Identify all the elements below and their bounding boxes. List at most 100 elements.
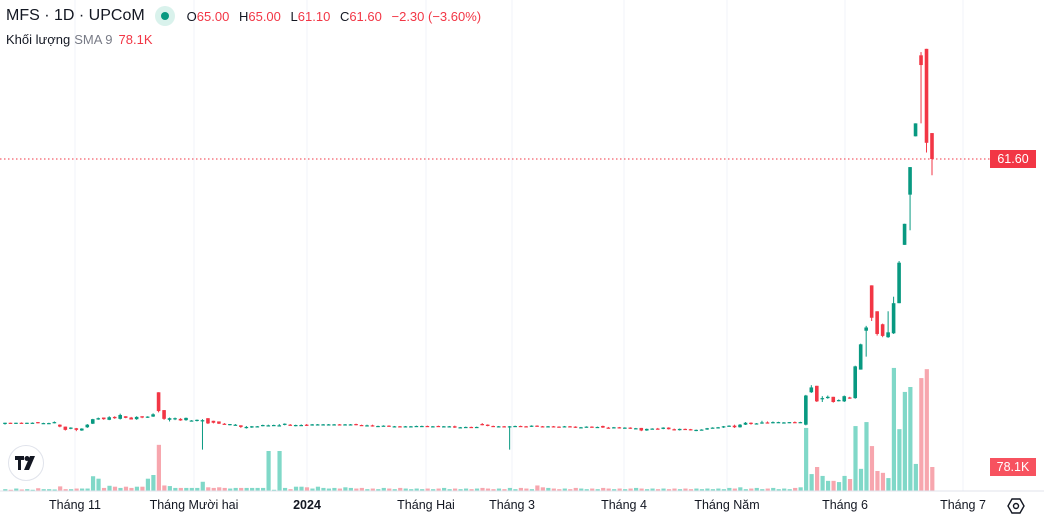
volume-bar xyxy=(200,481,205,491)
candle-body xyxy=(710,427,715,429)
candle-down xyxy=(217,421,221,425)
candle-up xyxy=(699,429,704,431)
candle-up xyxy=(705,427,709,430)
volume-bar xyxy=(195,487,200,491)
candle-up xyxy=(782,422,786,424)
candle-up xyxy=(343,424,347,426)
volume-bar xyxy=(518,487,524,491)
candle-up xyxy=(727,425,731,427)
volume-bar xyxy=(30,489,35,491)
candle-body xyxy=(52,422,57,424)
candle-body xyxy=(836,400,841,402)
tradingview-logo-icon[interactable] xyxy=(8,445,44,481)
gear-icon[interactable] xyxy=(1006,496,1026,516)
candle-down xyxy=(540,425,545,428)
volume-bar xyxy=(359,487,364,491)
volume-bar xyxy=(162,485,167,491)
volume-bar xyxy=(815,467,820,491)
candle-body xyxy=(381,425,386,427)
volume-bar xyxy=(869,446,875,491)
candle-up xyxy=(529,425,534,427)
volume-bar xyxy=(524,488,529,491)
candle-up xyxy=(442,425,446,428)
candle-up xyxy=(546,425,550,428)
candle-body xyxy=(420,425,424,428)
candle-up xyxy=(266,424,271,427)
volume-bar xyxy=(85,488,90,491)
candle-down xyxy=(628,427,633,429)
candle-body xyxy=(195,419,199,422)
candle-body xyxy=(650,428,655,430)
volume-bar xyxy=(902,391,907,491)
candle-up xyxy=(30,422,35,424)
candle-body xyxy=(217,421,221,424)
candle-body xyxy=(869,285,874,318)
volume-bar xyxy=(809,474,814,491)
volume-title[interactable]: Khối lượng xyxy=(6,32,71,47)
volume-bar xyxy=(606,488,611,491)
volume-bar xyxy=(156,444,161,491)
volume-bar xyxy=(858,468,864,491)
candle-body xyxy=(617,427,622,429)
grid-lines xyxy=(74,0,964,491)
candle-up xyxy=(409,425,413,428)
candle-up xyxy=(277,424,282,427)
candle-down xyxy=(162,410,166,420)
candle-up xyxy=(41,422,46,425)
candle-body xyxy=(562,426,567,428)
candle-body xyxy=(721,426,726,428)
volume-bar xyxy=(151,475,156,491)
candle-down xyxy=(140,416,144,419)
volume-bar xyxy=(623,489,628,491)
candle-body xyxy=(337,424,342,426)
volume-bar xyxy=(584,489,589,491)
candle-up xyxy=(809,385,814,393)
candle-up xyxy=(52,421,57,424)
candle-body xyxy=(162,410,166,419)
candle-down xyxy=(875,311,879,336)
volume-bar xyxy=(765,488,770,491)
candle-body xyxy=(864,327,868,331)
candle-down xyxy=(469,426,474,429)
candle-up xyxy=(513,425,517,428)
candle-down xyxy=(919,52,923,124)
close-label: C xyxy=(339,8,350,24)
candle-body xyxy=(891,303,896,334)
volume-bar xyxy=(485,488,491,491)
volume-bar xyxy=(8,489,13,491)
candle-body xyxy=(606,427,611,429)
candle-up xyxy=(167,417,172,422)
volume-bar xyxy=(326,488,332,491)
candle-down xyxy=(129,416,133,420)
candle-up xyxy=(282,423,287,426)
candle-body xyxy=(156,392,161,412)
volume-bar xyxy=(392,489,397,491)
candle-body xyxy=(321,424,325,426)
time-axis-label: Tháng 7 xyxy=(940,498,986,512)
candle-body xyxy=(732,425,737,428)
candle-body xyxy=(672,429,676,431)
volume-bar xyxy=(688,489,694,491)
volume-bar xyxy=(924,369,929,491)
candle-body xyxy=(820,398,825,400)
candle-down xyxy=(557,426,561,428)
candle-body xyxy=(754,423,759,425)
candle-up xyxy=(891,296,896,334)
time-axis-label: Tháng Năm xyxy=(694,498,760,512)
volume-bar xyxy=(853,426,858,491)
candle-up xyxy=(858,343,863,370)
candle-down xyxy=(617,426,622,429)
candle-up xyxy=(633,427,638,430)
symbol-title[interactable]: MFS · 1D · UPCoM xyxy=(6,7,145,24)
candle-up xyxy=(14,422,18,424)
candle-body xyxy=(535,425,539,427)
candle-body xyxy=(568,426,572,428)
volume-bar xyxy=(699,489,705,491)
volume-bar xyxy=(913,463,918,491)
candle-down xyxy=(491,425,495,428)
candle-body xyxy=(743,422,748,425)
candle-body xyxy=(200,420,205,422)
candle-up xyxy=(299,424,304,427)
candle-up xyxy=(579,426,583,429)
